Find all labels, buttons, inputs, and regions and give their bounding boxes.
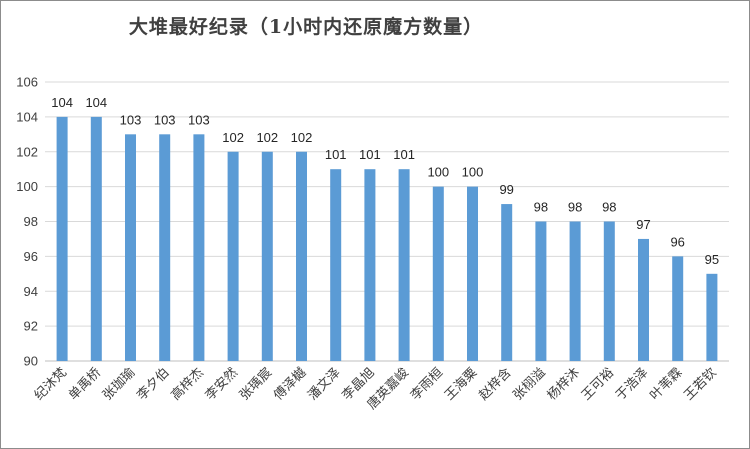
x-tick-label: 潘文泽 — [305, 365, 343, 403]
data-label: 102 — [222, 130, 244, 145]
x-tick-label: 杨梓沐 — [545, 365, 583, 403]
data-label: 103 — [120, 112, 142, 127]
data-label: 99 — [499, 182, 513, 197]
data-label: 101 — [359, 147, 381, 162]
bar — [193, 134, 205, 361]
data-label: 98 — [568, 200, 582, 215]
x-tick-label: 单禹桥 — [66, 365, 104, 403]
x-tick-label: 王可裕 — [579, 365, 617, 403]
x-tick-label: 王若钦 — [681, 365, 720, 404]
x-tick-label: 李安然 — [202, 365, 241, 404]
bar — [261, 151, 273, 361]
data-label: 103 — [188, 112, 210, 127]
bar — [672, 256, 684, 361]
y-tick-label: 90 — [24, 354, 38, 369]
data-label: 95 — [705, 252, 719, 267]
bar — [535, 221, 547, 361]
data-label: 101 — [393, 147, 415, 162]
data-label: 102 — [291, 130, 313, 145]
data-label: 103 — [154, 112, 176, 127]
data-label: 104 — [85, 95, 107, 110]
y-tick-label: 100 — [16, 179, 38, 194]
x-tick-label: 张瑀宸 — [236, 365, 275, 404]
data-label: 102 — [256, 130, 278, 145]
bar — [90, 116, 102, 361]
y-tick-label: 96 — [24, 249, 38, 264]
x-tick-label: 纪沐梵 — [32, 365, 70, 403]
bar — [467, 186, 478, 361]
data-label: 98 — [602, 200, 616, 215]
bar — [159, 134, 171, 361]
x-tick-label: 叶苇霖 — [647, 365, 685, 403]
y-tick-label: 104 — [16, 109, 38, 124]
x-tick-label: 于浩泽 — [613, 365, 651, 403]
y-tick-label: 92 — [24, 319, 38, 334]
data-label: 96 — [670, 234, 684, 249]
x-tick-label: 李雨桓 — [408, 365, 446, 403]
bar — [501, 204, 513, 361]
bar — [706, 273, 718, 361]
x-tick-label: 李夕伯 — [134, 365, 172, 403]
bar — [603, 221, 615, 361]
bar — [296, 151, 307, 361]
data-label: 101 — [325, 147, 347, 162]
bar — [125, 134, 136, 361]
data-label: 104 — [51, 95, 73, 110]
x-tick-label: 张栩溢 — [511, 365, 549, 403]
data-label: 98 — [534, 200, 548, 215]
y-tick-label: 94 — [24, 284, 38, 299]
x-tick-label: 王海粟 — [442, 365, 480, 403]
bar — [364, 169, 376, 361]
y-tick-label: 98 — [24, 214, 38, 229]
data-label: 100 — [462, 165, 484, 180]
chart-title: 大堆最好纪录（1小时内还原魔方数量） — [128, 16, 484, 38]
y-tick-label: 102 — [16, 144, 38, 159]
data-label: 97 — [636, 217, 650, 232]
data-label: 100 — [427, 165, 449, 180]
bar — [569, 221, 581, 361]
x-tick-label: 张珈瑜 — [100, 365, 138, 403]
x-tick-label: 傅泽樾 — [270, 365, 309, 404]
bar — [432, 186, 444, 361]
bar — [227, 151, 239, 361]
x-tick-label: 赵梓含 — [476, 365, 515, 404]
y-tick-label: 106 — [16, 75, 38, 90]
bar — [56, 116, 68, 361]
bar — [638, 238, 649, 361]
bar — [398, 169, 410, 361]
bar — [330, 169, 342, 361]
x-tick-label: 高梓杰 — [168, 365, 207, 404]
